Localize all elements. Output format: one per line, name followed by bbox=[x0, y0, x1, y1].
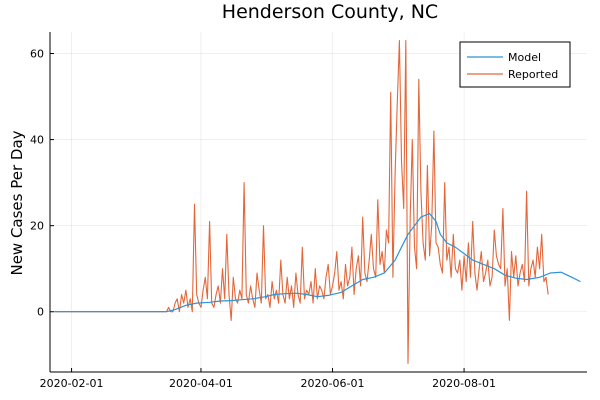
x-axis-ticks: 2020-02-01 2020-04-01 2020-06-01 2020-08-01 bbox=[40, 368, 496, 390]
y-tick-label: 40 bbox=[30, 134, 44, 147]
legend-label-model: Model bbox=[508, 51, 541, 64]
legend-label-reported: Reported bbox=[508, 68, 558, 81]
grid bbox=[50, 32, 587, 372]
series-reported-line bbox=[54, 40, 549, 364]
y-tick-label: 0 bbox=[37, 306, 44, 319]
x-tick-label: 2020-02-01 bbox=[40, 377, 104, 390]
y-axis-label: New Cases Per Day bbox=[8, 130, 26, 275]
axes bbox=[49, 32, 587, 373]
series-model-line bbox=[54, 213, 581, 313]
chart-title: Henderson County, NC bbox=[222, 1, 438, 23]
x-tick-label: 2020-04-01 bbox=[169, 377, 233, 390]
legend: Model Reported bbox=[459, 41, 571, 88]
y-tick-label: 20 bbox=[30, 220, 44, 233]
legend-box bbox=[459, 41, 571, 88]
y-tick-label: 60 bbox=[30, 48, 44, 61]
series-lines bbox=[54, 40, 581, 364]
x-tick-label: 2020-06-01 bbox=[301, 377, 365, 390]
x-tick-label: 2020-08-01 bbox=[432, 377, 496, 390]
y-axis-ticks: 0 20 40 60 bbox=[30, 48, 54, 319]
